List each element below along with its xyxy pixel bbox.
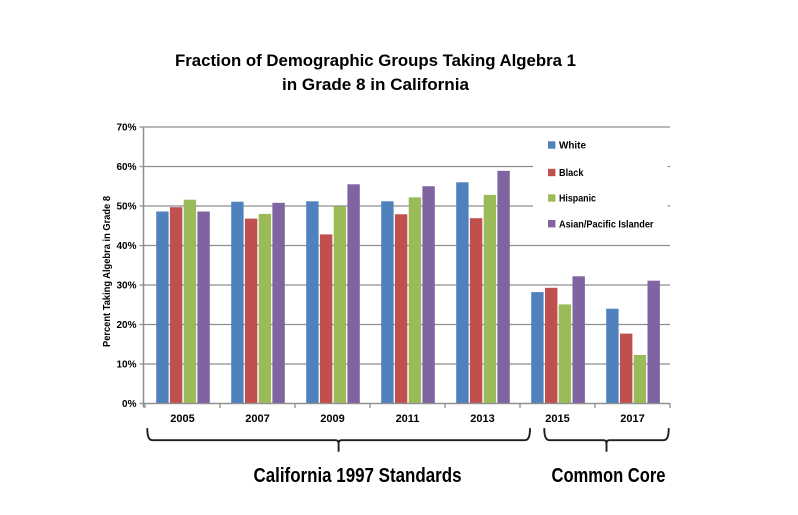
svg-text:2007: 2007 [245, 413, 269, 425]
svg-text:2013: 2013 [470, 413, 494, 425]
svg-text:California 1997 Standards: California 1997 Standards [254, 465, 462, 487]
svg-text:70%: 70% [116, 123, 136, 134]
svg-text:Percent Taking Algebra in Grad: Percent Taking Algebra in Grade 8 [102, 196, 113, 347]
svg-text:White: White [559, 141, 586, 152]
svg-text:2009: 2009 [320, 413, 344, 425]
svg-text:Common Core: Common Core [552, 465, 666, 487]
svg-text:40%: 40% [116, 241, 136, 252]
svg-text:Fraction of Demographic Groups: Fraction of Demographic Groups Taking Al… [175, 51, 576, 70]
svg-text:60%: 60% [116, 162, 136, 173]
svg-text:2017: 2017 [620, 413, 644, 425]
svg-text:30%: 30% [116, 281, 136, 292]
svg-text:2015: 2015 [545, 413, 569, 425]
svg-text:2011: 2011 [396, 413, 420, 425]
svg-text:20%: 20% [116, 320, 136, 331]
svg-text:in Grade 8 in California: in Grade 8 in California [282, 75, 470, 94]
svg-text:2005: 2005 [170, 413, 194, 425]
svg-text:Black: Black [559, 168, 584, 179]
svg-text:Hispanic: Hispanic [559, 194, 596, 205]
svg-text:Asian/Pacific Islander: Asian/Pacific Islander [559, 219, 654, 230]
svg-text:50%: 50% [116, 202, 136, 213]
svg-text:10%: 10% [116, 360, 136, 371]
svg-text:0%: 0% [122, 399, 137, 410]
